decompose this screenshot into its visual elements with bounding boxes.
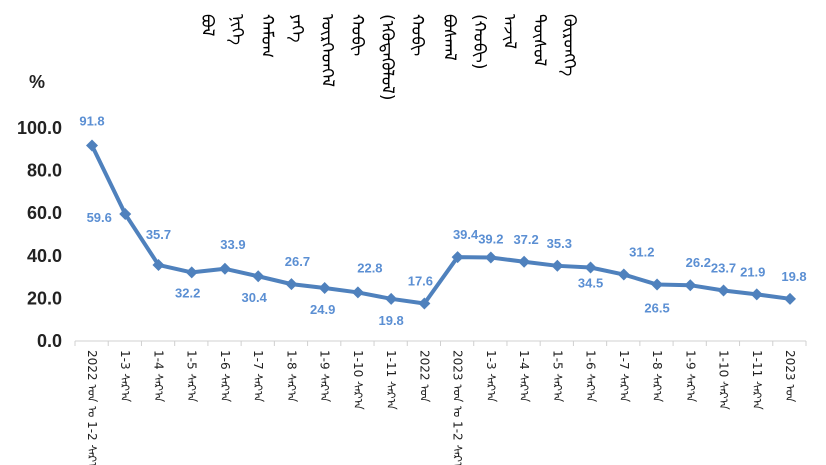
data-label: 37.2 xyxy=(513,232,538,247)
chart-title-column: ᠬᠥᠷᠥᠩᠭᠡ xyxy=(559,14,579,77)
data-point-marker xyxy=(750,288,763,301)
data-point-marker xyxy=(318,281,331,294)
data-point-marker xyxy=(351,286,364,299)
x-tick-label: 1-8 ᠰᠠᠷ᠎ᠠ xyxy=(650,350,664,403)
data-label: 19.8 xyxy=(781,269,806,284)
y-tick-label: 40.0 xyxy=(27,246,62,266)
data-label: 19.8 xyxy=(378,313,403,328)
x-tick-label: 1-10 ᠰᠠᠷ᠎ᠠ xyxy=(351,350,365,411)
data-label: 39.2 xyxy=(478,232,503,247)
x-tick-label: 1-4 ᠰᠠᠷ᠎ᠠ xyxy=(517,350,531,403)
chart-title: ᠪᠣᠯ ᠨᠢᠭᠡ ᠬᠠᠮᠤᠭ ᠶᠡᠬᠡ ᠥᠷᠭᠡᠳᠬᠡᠯ ᠬᠤᠪᠢ (ᠡᠭᠦᠳᠡᠭᠦᠯᠦᠯ)… xyxy=(0,0,826,125)
data-label: 24.9 xyxy=(310,302,335,317)
data-point-marker xyxy=(119,208,132,221)
x-tick-label: 2022 ᠣᠨ ᠤ 1-2 ᠰᠠᠷ᠎ᠠ xyxy=(85,350,99,465)
chart-title-column: ᠠᠵᠢᠯ xyxy=(499,14,519,50)
data-label: 39.4 xyxy=(453,227,479,242)
y-tick-label: 60.0 xyxy=(27,203,62,223)
x-tick-label: 1-9 ᠰᠠᠷ᠎ᠠ xyxy=(683,350,697,403)
x-tick-label: 1-7 ᠰᠠᠷ᠎ᠠ xyxy=(617,350,631,403)
data-label: 26.2 xyxy=(686,255,711,270)
data-label: 30.4 xyxy=(242,290,268,305)
x-tick-label: 2022 ᠣᠨ xyxy=(417,350,431,402)
x-tick-label: 1-6 ᠰᠠᠷ᠎ᠠ xyxy=(218,350,232,403)
data-label: 26.5 xyxy=(644,301,669,316)
x-tick-label: 1-10 ᠰᠠᠷ᠎ᠠ xyxy=(717,350,731,411)
data-point-marker xyxy=(717,284,730,297)
data-point-marker xyxy=(551,259,564,272)
data-point-marker xyxy=(518,255,531,268)
data-label: 26.7 xyxy=(285,254,310,269)
x-tick-label: 1-11 ᠰᠠᠷ᠎ᠠ xyxy=(384,350,398,411)
x-tick-label: 1-3 ᠰᠠᠷ᠎ᠠ xyxy=(484,350,498,403)
data-point-marker xyxy=(86,139,98,152)
chart-title-column: ᠨᠢᠭᠡ xyxy=(227,14,247,46)
data-label: 17.6 xyxy=(408,274,433,289)
chart-title-column: ᠲᠥᠰᠦᠯ xyxy=(529,14,549,67)
data-point-marker xyxy=(617,268,630,281)
series-line xyxy=(90,144,791,306)
y-tick-label: 20.0 xyxy=(27,288,62,308)
chart-title-column: ᠥᠷᠭᠡᠳᠬᠡᠯ xyxy=(317,14,337,87)
data-point-marker xyxy=(584,261,597,274)
data-label: 34.5 xyxy=(578,276,603,291)
chart-title-column: ᠶᠡᠬᠡ xyxy=(287,14,307,43)
data-point-marker xyxy=(684,279,697,292)
data-label: 23.7 xyxy=(711,261,736,276)
data-label: 35.3 xyxy=(547,236,572,251)
x-tick-label: 2023 ᠣᠨ ᠤ 1-2 ᠰᠠᠷ᠎ᠠ xyxy=(451,350,465,465)
data-point-marker xyxy=(385,292,398,305)
chart-title-column: (ᠡᠭᠦᠳᠡᠭᠦᠯᠦᠯ) xyxy=(377,14,397,101)
data-point-marker xyxy=(218,262,231,275)
data-point-marker xyxy=(784,292,796,305)
x-tick-label: 1-9 ᠰᠠᠷ᠎ᠠ xyxy=(318,350,332,403)
chart-title-column: ᠬᠤᠪᠢ xyxy=(347,14,367,57)
x-tick-label: 1-6 ᠰᠠᠷ᠎ᠠ xyxy=(584,350,598,403)
data-label: 33.9 xyxy=(220,237,245,252)
chart-title-column: ᠪᠣᠯ xyxy=(197,14,217,37)
data-point-marker xyxy=(651,278,664,291)
chart-title-column: ᠬᠠᠮᠤᠭ xyxy=(257,14,277,59)
data-label: 59.6 xyxy=(87,210,112,225)
data-label: 32.2 xyxy=(175,285,200,300)
y-axis-unit-label: % xyxy=(29,72,46,92)
data-label: 91.8 xyxy=(79,113,104,128)
data-point-marker xyxy=(451,251,464,264)
x-tick-label: 1-11 ᠰᠠᠷ᠎ᠠ xyxy=(750,350,764,411)
data-point-marker xyxy=(152,258,165,271)
chart-title-column: (ᠬᠤᠪᠢ) xyxy=(469,14,489,70)
y-tick-label: 0.0 xyxy=(37,331,62,351)
x-tick-label: 1-5 ᠰᠠᠷ᠎ᠠ xyxy=(185,350,199,403)
data-label: 35.7 xyxy=(146,227,171,242)
data-point-marker xyxy=(484,251,497,264)
x-tick-label: 1-4 ᠰᠠᠷ᠎ᠠ xyxy=(151,350,165,403)
data-label: 22.8 xyxy=(357,260,382,275)
chart-title-column: ᠬᠤᠪᠢ xyxy=(407,14,427,57)
x-tick-label: 1-5 ᠰᠠᠷ᠎ᠠ xyxy=(550,350,564,403)
data-point-marker xyxy=(285,278,298,291)
y-tick-label: 100.0 xyxy=(17,118,62,138)
x-tick-label: 1-8 ᠰᠠᠷ᠎ᠠ xyxy=(284,350,298,403)
x-tick-label: 1-7 ᠰᠠᠷ᠎ᠠ xyxy=(251,350,265,403)
data-label: 31.2 xyxy=(629,245,654,260)
x-tick-label: 2023 ᠣᠨ xyxy=(783,350,797,402)
x-tick-label: 1-3 ᠰᠠᠷ᠎ᠠ xyxy=(118,350,132,403)
data-point-marker xyxy=(185,266,198,279)
data-point-marker xyxy=(418,297,431,310)
data-label: 21.9 xyxy=(740,264,765,279)
data-point-marker xyxy=(252,270,265,283)
y-tick-label: 80.0 xyxy=(27,161,62,181)
chart-title-column: ᠪᠣᠰᠬᠠᠯ xyxy=(439,14,459,61)
